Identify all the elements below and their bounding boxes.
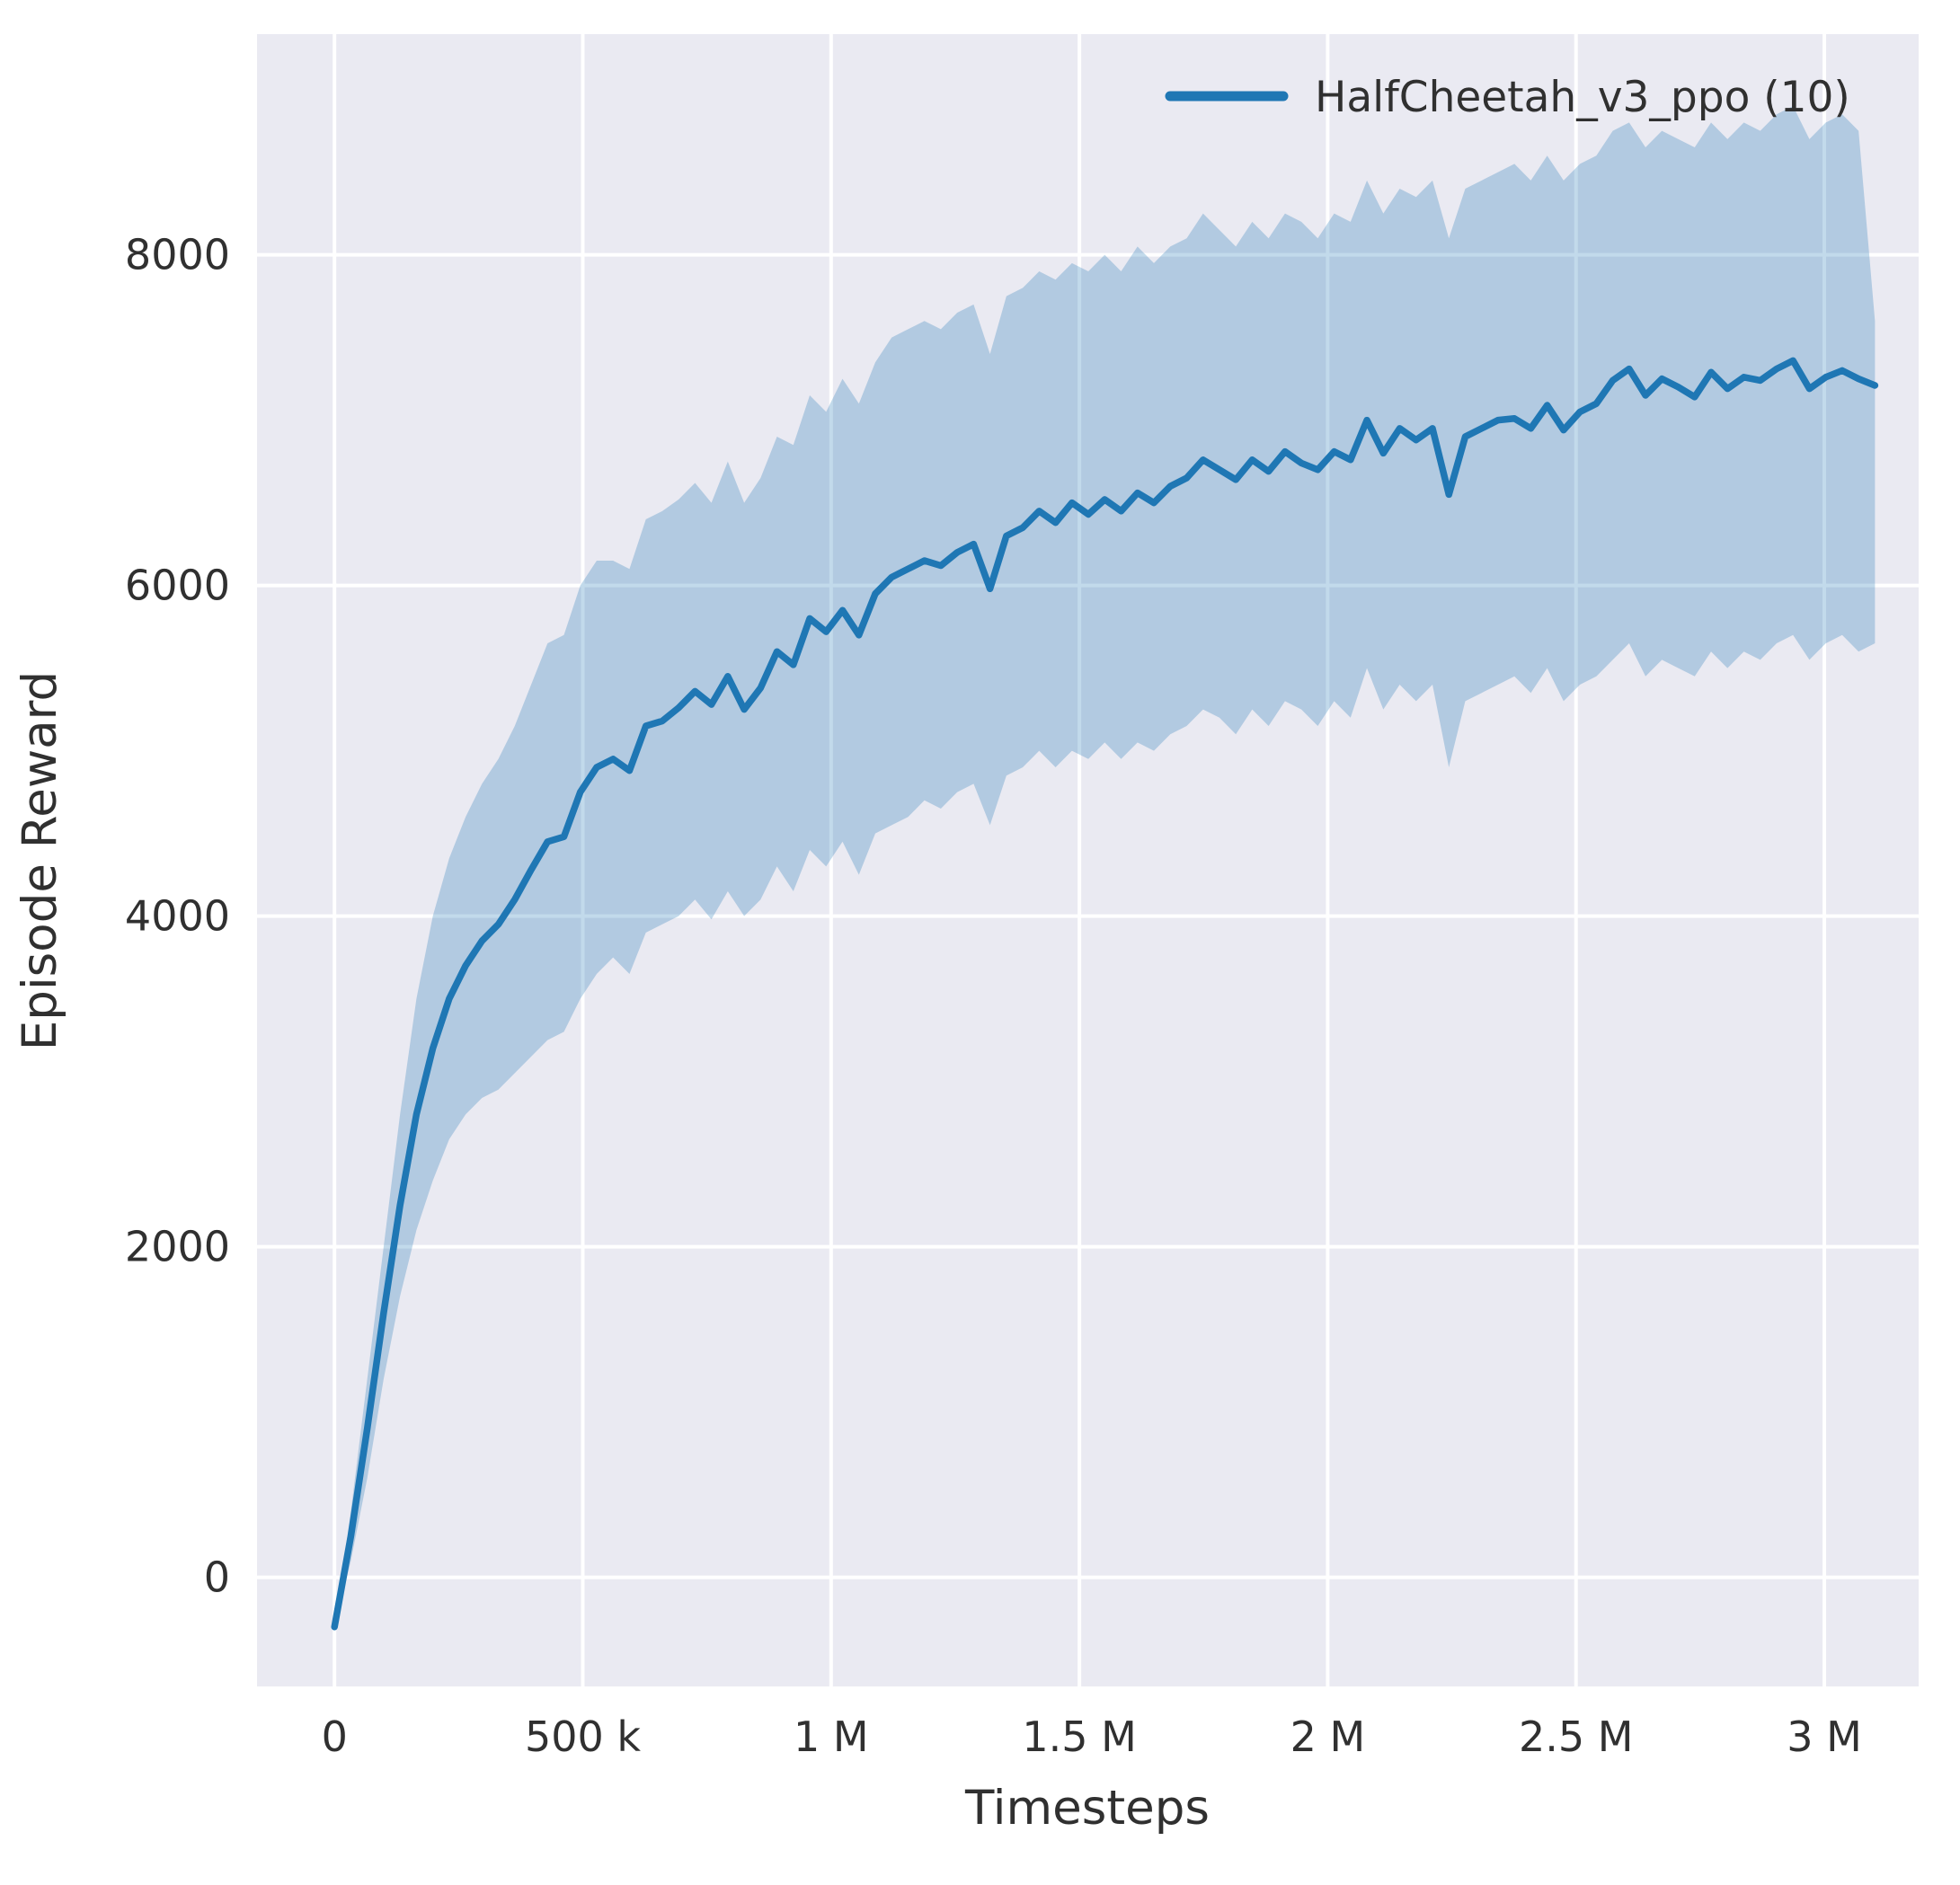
y-tick-label: 8000 xyxy=(125,231,230,279)
mean-line xyxy=(331,357,1879,1631)
y-tick-label: 6000 xyxy=(125,562,230,610)
legend-label: HalfCheetah_v3_ppo (10) xyxy=(1315,73,1850,122)
series-layer xyxy=(331,106,1879,1631)
y-tick-label: 4000 xyxy=(125,892,230,941)
x-tick-label: 2.5 M xyxy=(1519,1712,1633,1761)
x-tick-label: 0 xyxy=(322,1712,348,1761)
x-tick-label: 1.5 M xyxy=(1022,1712,1136,1761)
x-tick-label: 3 M xyxy=(1787,1712,1862,1761)
y-axis-label: Episode Reward xyxy=(13,671,67,1050)
x-tick-label: 1 M xyxy=(794,1712,869,1761)
x-axis-label: Timesteps xyxy=(964,1781,1210,1836)
x-tick-label: 2 M xyxy=(1290,1712,1366,1761)
gridlines xyxy=(257,34,1919,1686)
x-tick-label: 500 k xyxy=(525,1712,641,1761)
legend: HalfCheetah_v3_ppo (10) xyxy=(1165,73,1850,122)
y-tick-label: 0 xyxy=(204,1553,230,1602)
x-tick-labels: 0 500 k 1 M 1.5 M 2 M 2.5 M 3 M xyxy=(322,1712,1862,1761)
confidence-band xyxy=(334,106,1876,1627)
y-tick-label: 2000 xyxy=(125,1223,230,1271)
y-tick-labels: 0 2000 4000 6000 8000 xyxy=(125,231,230,1602)
